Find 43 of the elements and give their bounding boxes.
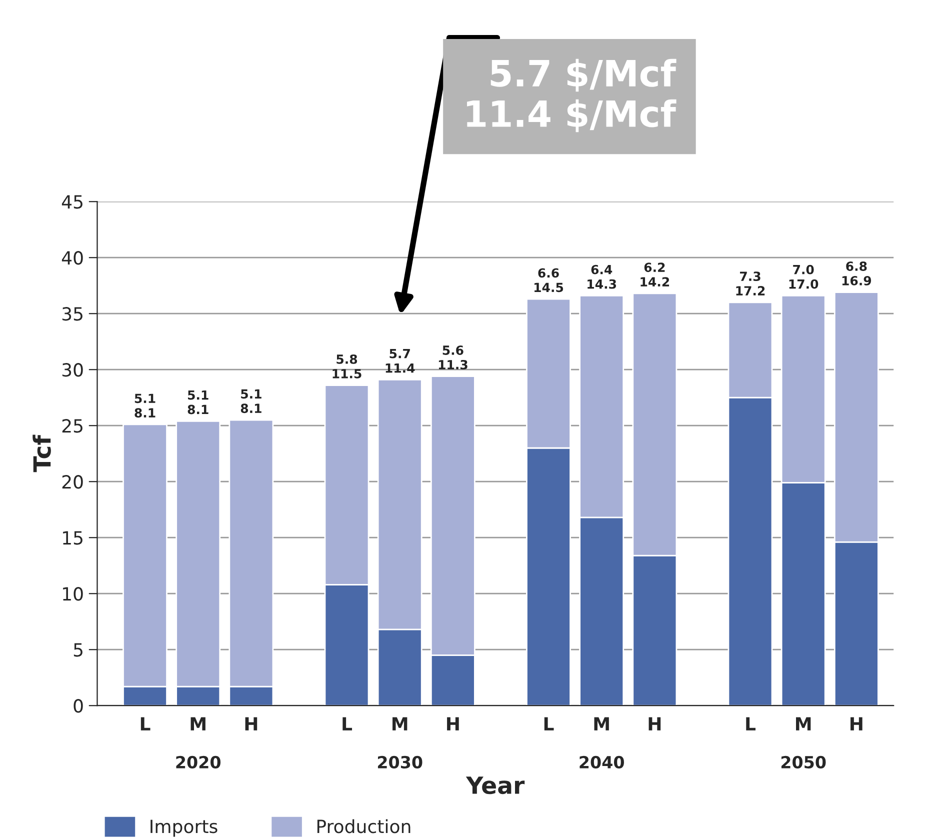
y-tick-label: 30: [62, 363, 83, 377]
y-tick-label: 40: [62, 251, 83, 265]
x-tick-label: M: [594, 717, 609, 730]
x-tick-label: L: [746, 717, 756, 730]
x-tick-label: H: [648, 717, 661, 730]
y-tick-label: 45: [62, 195, 82, 209]
text: 2040: [580, 756, 624, 768]
y-tick-label: 0: [74, 699, 83, 713]
annotation: 5.7 11.4: [386, 349, 415, 373]
y-tick-label: 25: [62, 419, 82, 433]
legend-label: Production: [317, 819, 410, 834]
x-axis-title: Year: [466, 776, 525, 794]
x-tick-label: L: [342, 717, 352, 730]
y-tick-label: 15: [63, 531, 82, 545]
annotation: 6.2 14.2: [640, 262, 670, 286]
x-tick-label: M: [190, 717, 206, 730]
text: 2050: [781, 756, 826, 768]
annotation: 5.6 11.3: [438, 346, 468, 370]
x-tick-label: H: [850, 717, 862, 730]
y-axis-title: Tcf: [32, 434, 51, 472]
legend-label: Imports: [150, 820, 218, 837]
annotation: 5.1 8.1: [134, 394, 156, 418]
annotation: 5.1 8.1: [240, 389, 262, 414]
x-tick-label: H: [447, 717, 459, 730]
annotation: 5.1 8.1: [188, 390, 208, 414]
annotation: 7.3 17.2: [736, 272, 765, 296]
x-tick-label: H: [245, 717, 258, 730]
text: 5.7 $/Mcf 11.4 $/Mcf: [467, 58, 676, 132]
text: 2030: [378, 756, 422, 768]
y-tick-label: 20: [62, 475, 83, 489]
annotation: 7.0 17.0: [789, 264, 818, 289]
x-tick-label: L: [140, 717, 150, 730]
text: 2020: [176, 756, 220, 768]
annotation: 6.6 14.5: [534, 268, 564, 292]
annotation: 6.8 16.9: [842, 261, 872, 286]
x-tick-label: L: [544, 717, 554, 730]
y-tick-label: 10: [63, 587, 83, 601]
annotation: 6.4 14.3: [588, 264, 616, 289]
y-tick-label: 35: [62, 307, 82, 321]
x-tick-label: M: [392, 717, 408, 730]
annotation: 5.8 11.5: [332, 354, 362, 378]
x-tick-label: M: [796, 717, 811, 730]
y-tick-label: 5: [74, 643, 82, 657]
